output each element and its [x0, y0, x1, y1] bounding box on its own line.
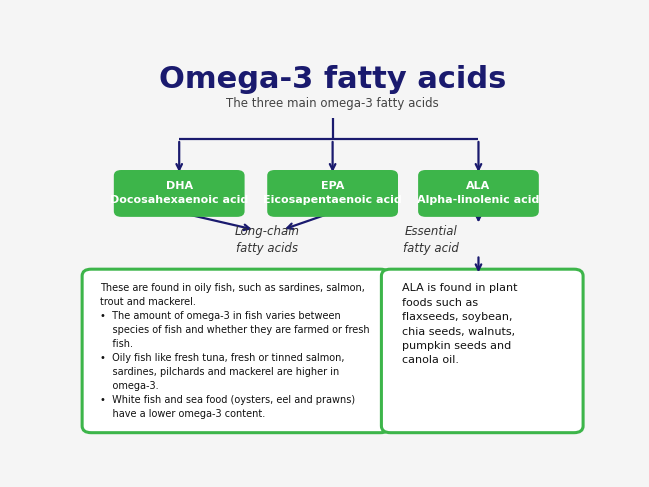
Text: EPA
Eicosapentaenoic acid: EPA Eicosapentaenoic acid [263, 182, 402, 206]
FancyBboxPatch shape [114, 170, 245, 217]
FancyBboxPatch shape [418, 170, 539, 217]
Text: Long-chain
fatty acids: Long-chain fatty acids [235, 225, 300, 255]
FancyBboxPatch shape [82, 269, 389, 432]
Text: These are found in oily fish, such as sardines, salmon,
trout and mackerel.
•  T: These are found in oily fish, such as sa… [100, 283, 370, 419]
Text: The three main omega-3 fatty acids: The three main omega-3 fatty acids [227, 97, 439, 110]
Text: Essential
fatty acid: Essential fatty acid [403, 225, 459, 255]
Text: DHA
Docosahexaenoic acid: DHA Docosahexaenoic acid [110, 182, 249, 206]
Text: Omega-3 fatty acids: Omega-3 fatty acids [159, 65, 506, 94]
Text: ALA is found in plant
foods such as
flaxseeds, soybean,
chia seeds, walnuts,
pum: ALA is found in plant foods such as flax… [402, 283, 517, 365]
FancyBboxPatch shape [382, 269, 583, 432]
FancyBboxPatch shape [267, 170, 398, 217]
Text: ALA
Alpha-linolenic acid: ALA Alpha-linolenic acid [417, 182, 540, 206]
